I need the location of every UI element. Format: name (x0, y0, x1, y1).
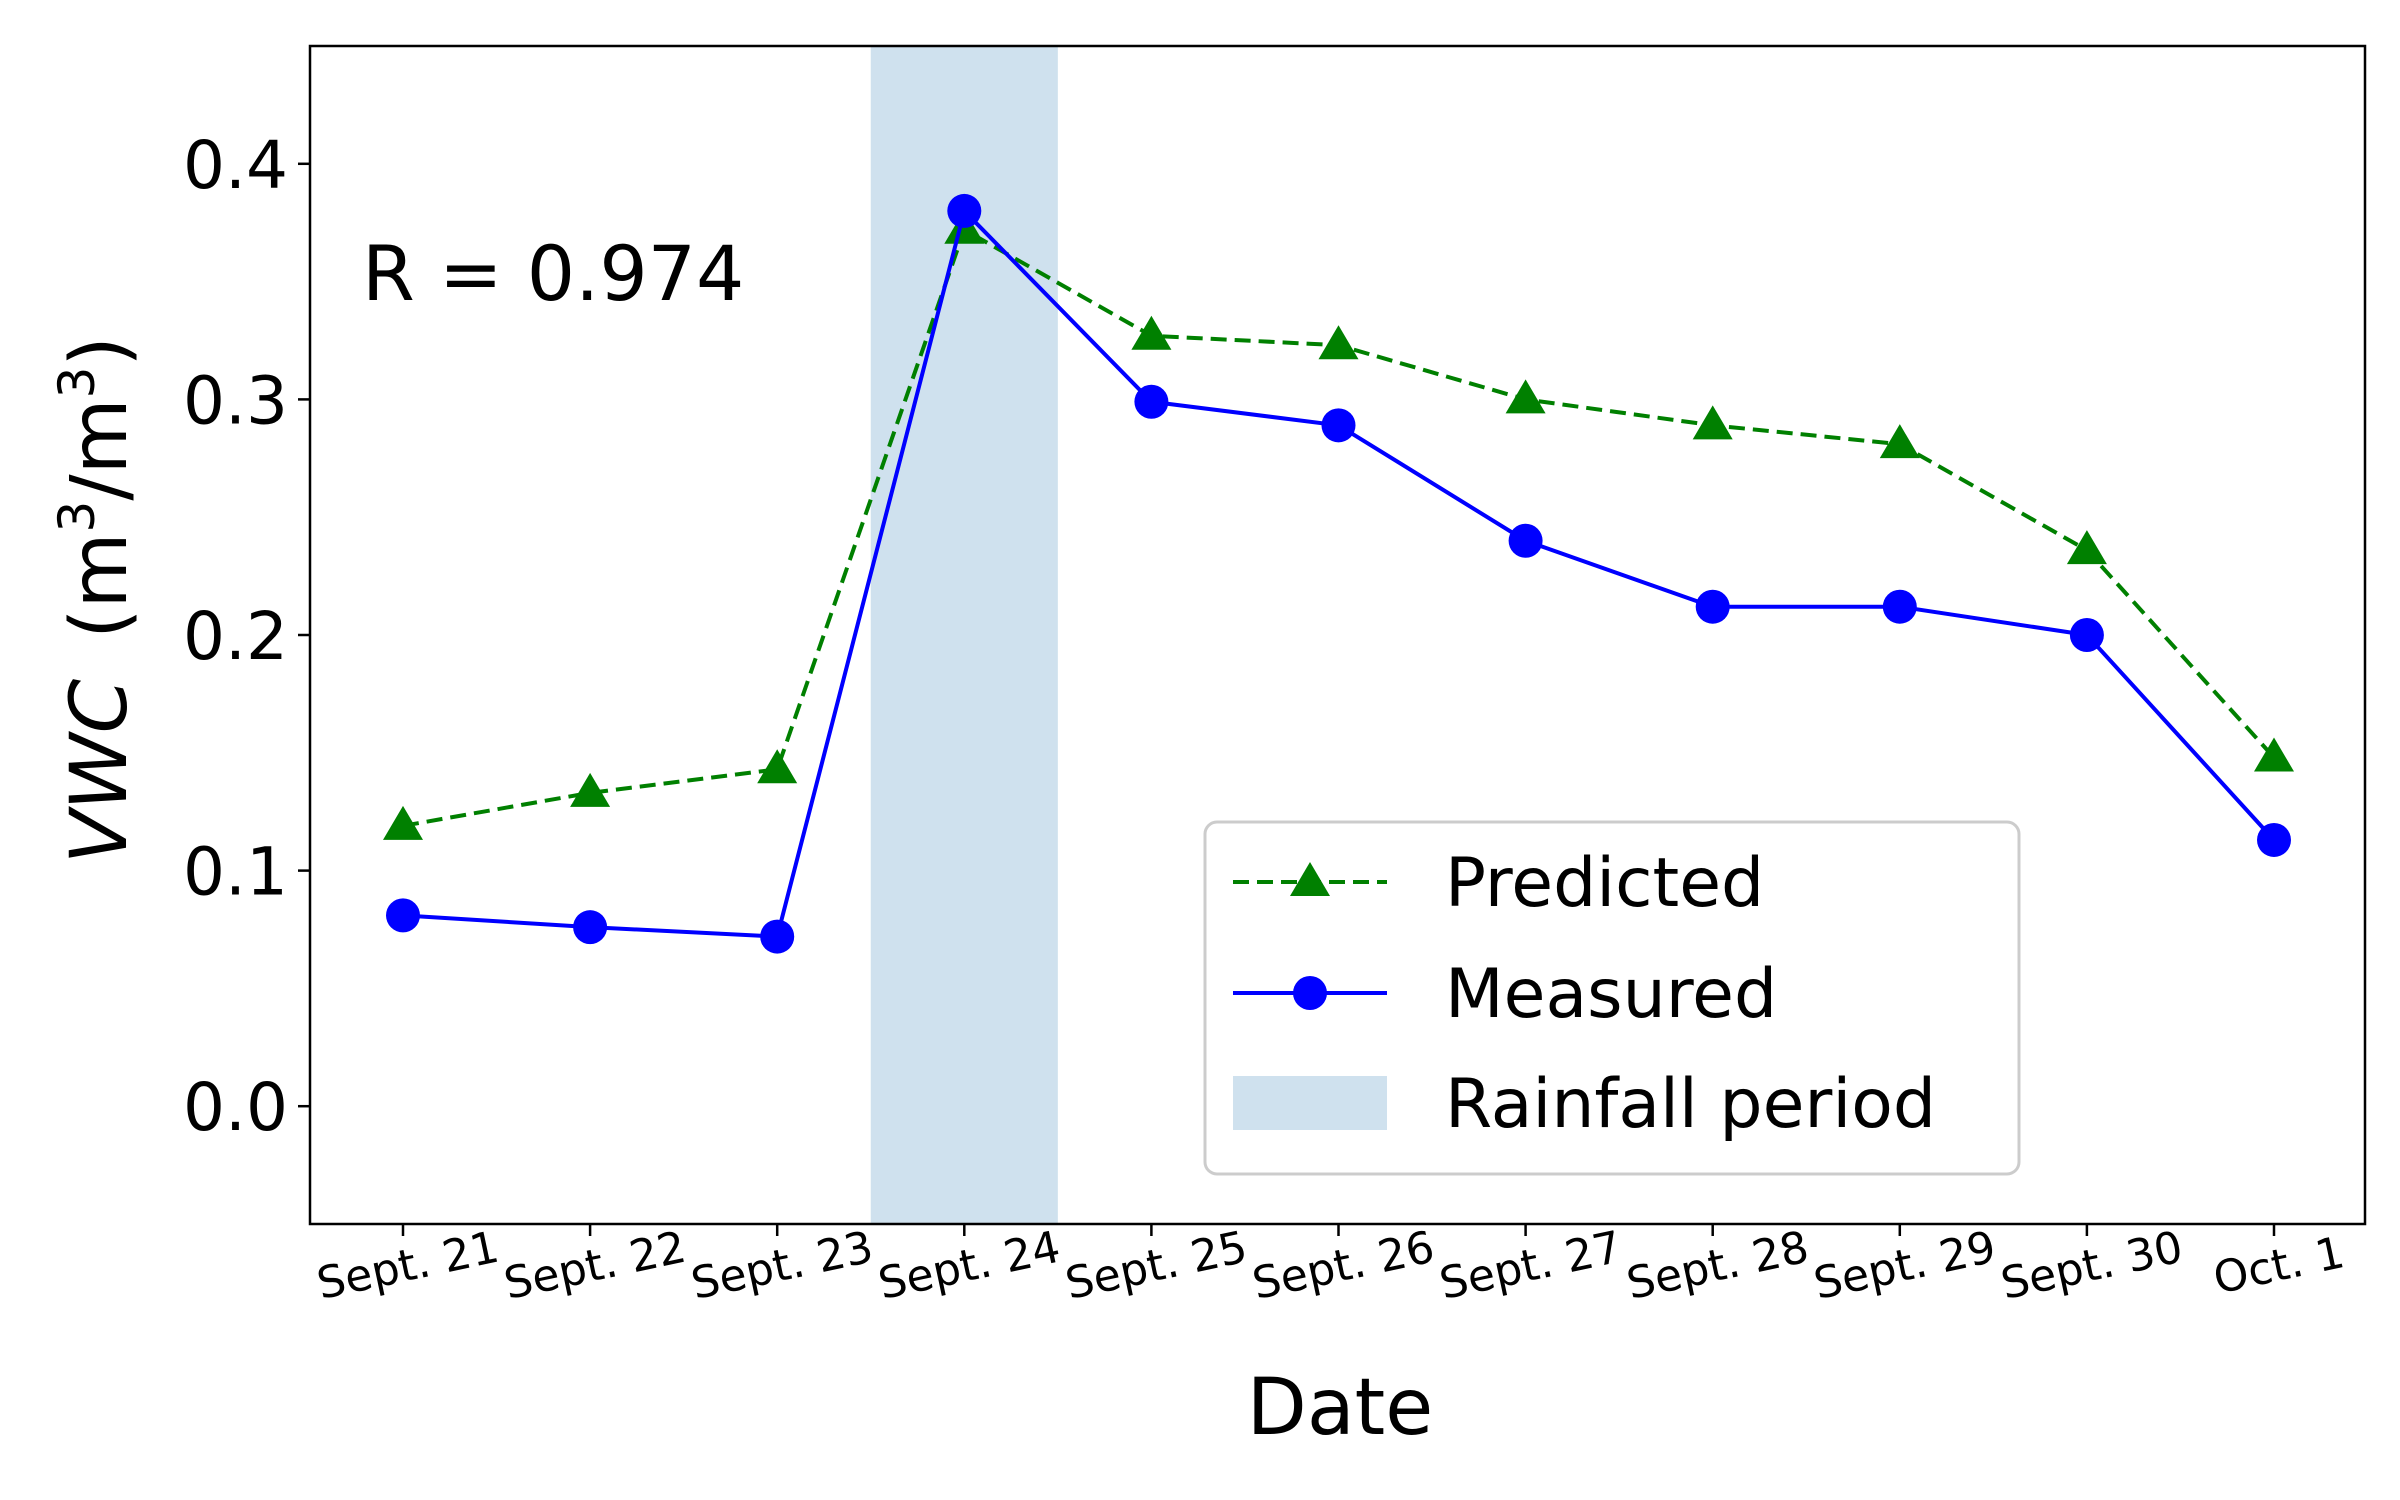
predicted-marker (1692, 405, 1733, 440)
y-axis: 0.0 0.1 0.2 0.3 0.4 (183, 127, 310, 1146)
x-axis-title: Date (1247, 1363, 1433, 1453)
plot-area (308, 44, 2367, 1226)
y-axis-title-variable: VWC (55, 678, 145, 863)
legend-entry-predicted: Predicted (1233, 844, 1764, 923)
legend-box (1203, 820, 2021, 1176)
y-axis-title-unit-exp-2: 3 (48, 367, 106, 399)
y-axis-title-unit-exp: 3 (48, 501, 106, 533)
legend-predicted-marker-icon (1290, 862, 1330, 896)
predicted-marker (570, 772, 611, 807)
measured-marker (760, 919, 795, 954)
legend-rainfall-label: Rainfall period (1445, 1065, 1936, 1144)
legend-entry-measured: Measured (1233, 955, 1777, 1034)
series-layer (383, 193, 2294, 954)
legend: Predicted Measured Rainfall period (1203, 820, 2021, 1176)
measured-marker (1321, 408, 1356, 443)
measured-marker (386, 898, 420, 933)
y-axis-title-unit-sep: / (55, 474, 145, 501)
measured-marker (1134, 384, 1169, 419)
predicted-marker (1318, 325, 1359, 360)
measured-marker (2069, 618, 2104, 652)
measured-marker (947, 193, 982, 228)
predicted-marker (383, 805, 423, 840)
predicted-marker (2254, 737, 2294, 772)
measured-marker (2257, 822, 2291, 857)
legend-entry-rainfall: Rainfall period (1233, 1065, 1936, 1144)
y-tick-label: 0.3 (183, 362, 288, 439)
y-tick-label: 0.4 (183, 127, 288, 204)
y-tick-label: 0.2 (183, 598, 288, 675)
y-axis-title: VWC(m3/m3) (48, 336, 145, 864)
measured-marker (1508, 523, 1543, 558)
predicted-marker (1505, 379, 1546, 414)
y-tick-label: 0.1 (183, 834, 288, 911)
predicted-marker (1879, 424, 1920, 459)
legend-measured-marker-icon (1293, 976, 1327, 1010)
measured-marker (1882, 589, 1917, 624)
y-tick-label: 0.0 (183, 1069, 288, 1146)
measured-marker (1695, 589, 1730, 624)
correlation-annotation: R = 0.974 (362, 229, 744, 318)
y-axis-title-unit-base: m (55, 532, 145, 608)
legend-measured-label: Measured (1445, 955, 1777, 1034)
legend-predicted-label: Predicted (1445, 844, 1764, 923)
predicted-marker (1131, 315, 1172, 350)
legend-rainfall-swatch (1233, 1076, 1387, 1130)
y-axis-title-unit-base-2: m (55, 398, 145, 474)
predicted-marker (2066, 530, 2107, 565)
measured-marker (573, 910, 608, 945)
predicted-marker (757, 749, 798, 784)
